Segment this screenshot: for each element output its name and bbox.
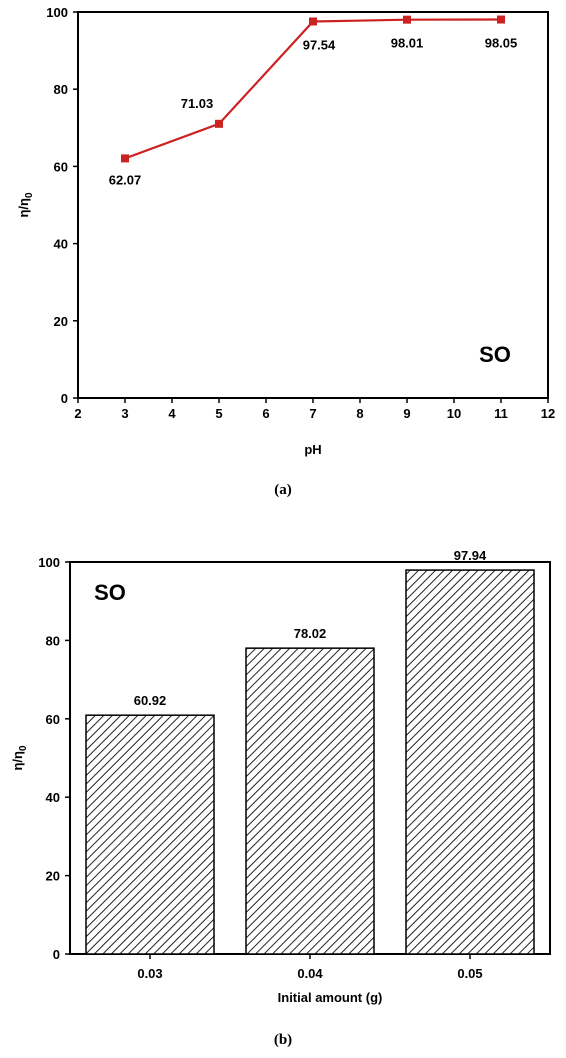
- y-tick-label: 80: [54, 82, 68, 97]
- y-tick-label: 40: [54, 237, 68, 252]
- y-tick-label: 100: [38, 555, 60, 570]
- data-point: [215, 119, 223, 128]
- caption-a: (a): [274, 482, 292, 498]
- line-chart: 2 3 4 5 6 7 8 9 10 11 12 0 20 40 60 80 100 pH η/η0 62.07 71.…: [16, 5, 555, 457]
- caption-b: (b): [273, 1032, 293, 1048]
- data-label: 97.54: [303, 37, 336, 52]
- x-tick-label: 4: [168, 406, 176, 421]
- x-axis-label: pH: [304, 442, 321, 457]
- x-tick-label: 8: [356, 406, 363, 421]
- data-point: [497, 15, 505, 24]
- x-tick-label: 12: [541, 406, 555, 421]
- y-tick-label: 80: [46, 633, 60, 648]
- data-point: [121, 154, 129, 163]
- panel-label: SO: [479, 342, 511, 367]
- y-tick-label: 100: [46, 5, 68, 20]
- y-tick-label: 60: [54, 159, 68, 174]
- x-tick-label: 0.03: [137, 966, 162, 981]
- plot-frame: [77, 11, 549, 399]
- line-chart-panel: 2 3 4 5 6 7 8 9 10 11 12 0 20 40 60 80 100 pH η/η0 62.07 71.…: [0, 0, 566, 520]
- bar: [85, 714, 215, 955]
- bar: [405, 569, 535, 955]
- panel-label: SO: [94, 580, 126, 605]
- bar: [245, 647, 375, 955]
- y-axis-label: η/η0: [10, 745, 29, 771]
- x-tick-label: 0.04: [297, 966, 323, 981]
- data-label: 78.02: [294, 626, 327, 641]
- x-tick-label: 5: [215, 406, 222, 421]
- x-tick-label: 2: [74, 406, 81, 421]
- y-tick-label: 0: [53, 947, 60, 962]
- y-tick-label: 20: [46, 869, 60, 884]
- data-point: [403, 15, 411, 24]
- bar-chart: 0 20 40 60 80 100 60.92 0.03 78.02 0.04 97.94 0.05 I…: [10, 548, 551, 1005]
- x-axis-label: Initial amount (g): [278, 990, 383, 1005]
- data-label: 71.03: [181, 96, 214, 111]
- x-tick-label: 7: [309, 406, 316, 421]
- data-label: 97.94: [454, 548, 487, 563]
- x-tick-label: 3: [121, 406, 128, 421]
- x-tick-label: 9: [403, 406, 410, 421]
- data-label: 60.92: [134, 693, 167, 708]
- y-tick-label: 60: [46, 712, 60, 727]
- data-label: 98.05: [485, 36, 518, 51]
- bar-chart-panel: 0 20 40 60 80 100 60.92 0.03 78.02 0.04 97.94 0.05 I…: [0, 530, 566, 1058]
- y-tick-label: 20: [54, 314, 68, 329]
- x-tick-label: 6: [262, 406, 269, 421]
- y-axis-label: η/η0: [16, 192, 35, 218]
- y-tick-label: 40: [46, 790, 60, 805]
- data-label: 98.01: [391, 36, 424, 51]
- x-tick-label: 0.05: [457, 966, 482, 981]
- y-tick-label: 0: [61, 391, 68, 406]
- data-point: [309, 17, 317, 26]
- data-label: 62.07: [109, 172, 142, 187]
- x-tick-label: 10: [447, 406, 461, 421]
- x-tick-label: 11: [494, 406, 508, 421]
